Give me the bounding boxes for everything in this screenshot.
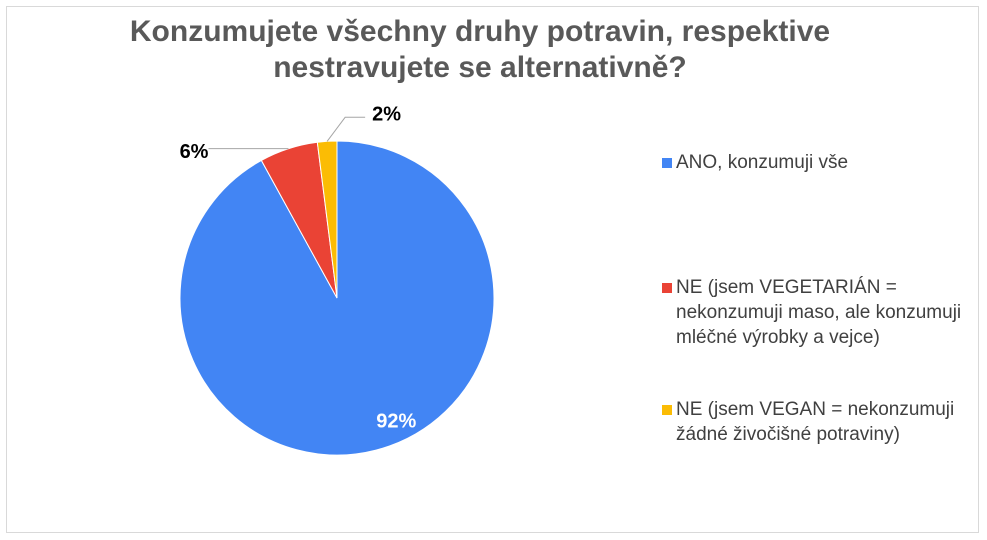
legend-item: ANO, konzumuji vše [662,150,972,175]
legend-item: NE (jsem VEGAN = nekonzumuji žádné živoč… [662,397,972,447]
legend-item: NE (jsem VEGETARIÁN = nekonzumuji maso, … [662,275,972,350]
chart-border [6,6,979,533]
legend-swatch [662,158,672,168]
leader-line [326,116,366,142]
legend-label: NE (jsem VEGETARIÁN = nekonzumuji maso, … [676,277,962,348]
legend-label: ANO, konzumuji vše [676,152,849,173]
legend-swatch [662,283,672,293]
data-label: 6% [180,141,209,163]
data-label: 2% [372,104,401,126]
data-label: 92% [376,410,416,432]
legend-label: NE (jsem VEGAN = nekonzumuji žádné živoč… [676,399,955,445]
legend-swatch [662,405,672,415]
chart-title: Konzumujete všechny druhy potravin, resp… [129,15,831,84]
